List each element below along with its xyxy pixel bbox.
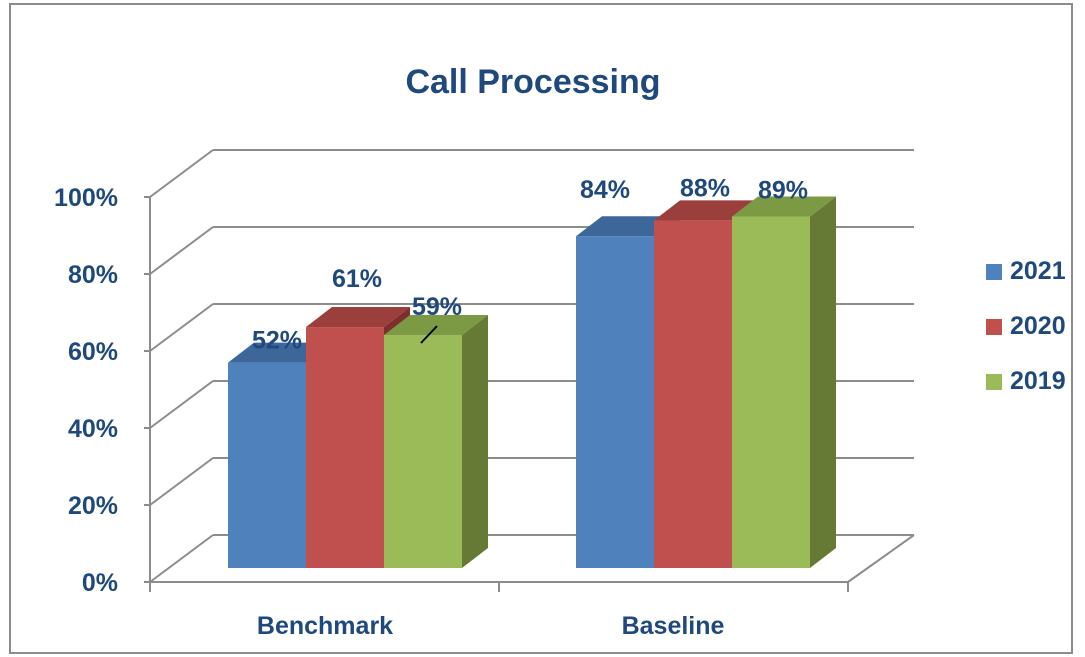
data-label: 52% xyxy=(252,327,302,355)
bar-side xyxy=(810,196,836,568)
bar xyxy=(306,327,384,568)
y-tick-label: 0% xyxy=(82,569,118,597)
gridline-diagonal xyxy=(149,303,214,352)
gridline-diagonal xyxy=(149,226,214,275)
data-label: 84% xyxy=(580,176,630,204)
bar-top xyxy=(732,196,836,217)
bar xyxy=(654,220,732,568)
gridline-diagonal xyxy=(149,534,214,583)
leader-line xyxy=(420,325,438,344)
bars xyxy=(228,196,836,568)
legend-swatch xyxy=(986,264,1002,280)
legend-label: 2019 xyxy=(1010,367,1066,395)
bar-top xyxy=(654,200,758,221)
bar-top xyxy=(306,307,410,328)
y-tick-label: 80% xyxy=(68,261,118,289)
y-tick-label: 40% xyxy=(68,415,118,443)
legend: 2021 2020 2019 xyxy=(986,257,1066,395)
bar xyxy=(576,236,654,568)
x-category-label: Benchmark xyxy=(257,612,393,640)
bar-top xyxy=(384,314,488,335)
gridline-diagonal xyxy=(149,380,214,429)
chart-frame xyxy=(9,3,1073,654)
data-label: 59% xyxy=(412,293,462,321)
data-labels: 52% 84% 61% 88% 59% 89% xyxy=(252,174,808,354)
y-tick-label: 100% xyxy=(54,184,118,212)
bar xyxy=(228,362,306,568)
y-tick-label: 20% xyxy=(68,492,118,520)
legend-label: 2020 xyxy=(1010,312,1066,340)
bar xyxy=(384,334,462,568)
data-label: 89% xyxy=(758,176,808,204)
y-tick-label: 60% xyxy=(68,338,118,366)
legend-swatch xyxy=(986,319,1002,335)
bar-side xyxy=(462,314,488,568)
legend-label: 2021 xyxy=(1010,257,1066,285)
x-category-label: Baseline xyxy=(622,612,725,640)
bar xyxy=(732,216,810,568)
data-label: 61% xyxy=(332,265,382,293)
axes: 0% 20% 40% 60% 80% 100% Benchmark Baseline xyxy=(54,184,915,640)
floor-edge xyxy=(847,534,915,583)
data-label: 88% xyxy=(680,174,730,202)
chart-title: Call Processing xyxy=(405,63,660,101)
gridline-diagonal xyxy=(149,149,214,198)
gridline-diagonal xyxy=(149,457,214,506)
legend-swatch xyxy=(986,374,1002,390)
